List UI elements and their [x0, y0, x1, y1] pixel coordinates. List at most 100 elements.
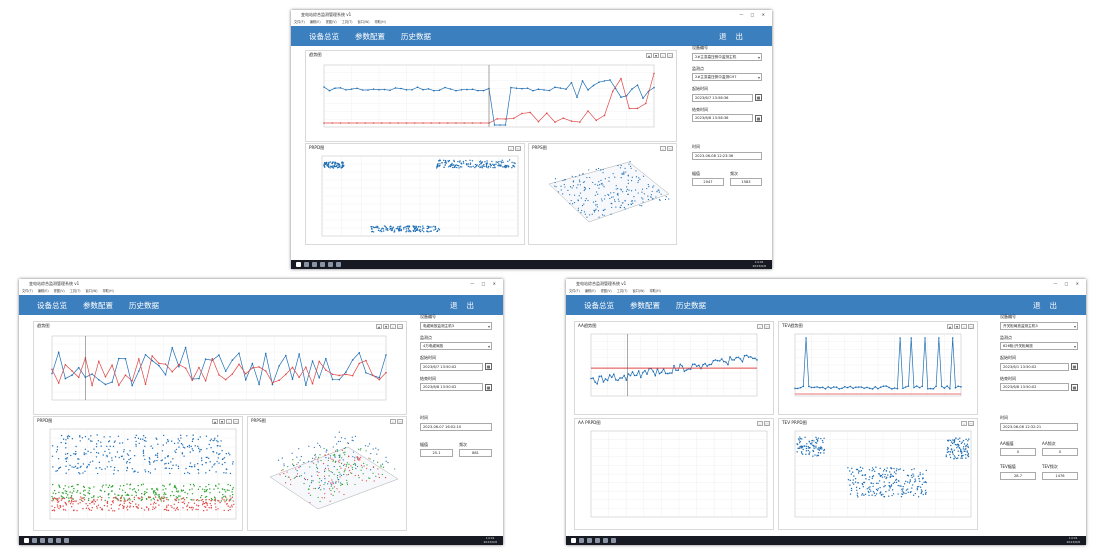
tab-config[interactable]: 参数配置	[355, 31, 385, 41]
search-icon[interactable]	[32, 538, 37, 543]
calendar-icon[interactable]: ▦	[1071, 363, 1078, 370]
exit-button[interactable]: 退出	[450, 300, 483, 310]
legend-amp-toggle[interactable]: ▲	[646, 53, 652, 58]
calendar-icon[interactable]: ▦	[485, 383, 492, 391]
zoom-icon[interactable]: ⌕	[961, 421, 967, 426]
prpd-point	[166, 509, 168, 512]
device-select[interactable]: 2#主变高压侧中监测主机	[692, 52, 762, 61]
end-time-field[interactable]: 2023/6/8 13:58:36	[692, 114, 753, 122]
start-time-field[interactable]: 2023/6/7 13:50:02	[420, 362, 483, 371]
app-icon[interactable]	[336, 262, 341, 267]
menu-tools[interactable]: 工具(T)	[69, 289, 81, 293]
zoom-icon[interactable]: ⌕	[390, 324, 396, 329]
menu-tools[interactable]: 工具(T)	[341, 20, 353, 24]
task-view-icon[interactable]	[312, 262, 317, 267]
zoom-icon[interactable]: ⌕	[660, 53, 666, 58]
window-controls[interactable]: — □ ✕	[739, 12, 768, 17]
legend-toggle[interactable]: ▲	[212, 419, 218, 424]
legend-freq-toggle[interactable]: ▼	[954, 324, 960, 329]
menu-file[interactable]: 文件(F)	[569, 289, 580, 293]
menu-view[interactable]: 视图(V)	[600, 289, 612, 293]
save-icon[interactable]: □	[968, 421, 974, 426]
window-controls[interactable]: — □ ✕	[470, 281, 499, 286]
windows-icon[interactable]	[24, 538, 29, 543]
legend-amp-toggle[interactable]: ▲	[947, 324, 953, 329]
legend-freq-toggle[interactable]: ▼	[383, 324, 389, 329]
tab-config[interactable]: 参数配置	[630, 300, 660, 310]
point-select[interactable]: 626柜(开关柜局放	[1000, 342, 1078, 350]
save-icon[interactable]: □	[233, 419, 239, 424]
tab-config[interactable]: 参数配置	[83, 300, 113, 310]
app-icon[interactable]	[328, 262, 333, 267]
start-time-field[interactable]: 2023/6/7 13:58:36	[692, 93, 753, 102]
tab-overview[interactable]: 设备总览	[37, 300, 67, 310]
prps-point	[639, 178, 641, 180]
app-icon[interactable]	[56, 538, 61, 543]
task-view-icon[interactable]	[40, 538, 45, 543]
menu-help[interactable]: 帮助(H)	[649, 289, 661, 293]
task-view-icon[interactable]	[587, 538, 592, 543]
save-icon[interactable]: □	[397, 324, 403, 329]
explorer-icon[interactable]	[48, 538, 53, 543]
legend-toggle[interactable]: ▼	[219, 419, 225, 424]
exit-button[interactable]: 退出	[1033, 300, 1066, 310]
tab-history[interactable]: 历史数据	[129, 300, 159, 310]
app-icon[interactable]	[611, 538, 616, 543]
window-controls[interactable]: — □ ✕	[1053, 281, 1082, 286]
search-icon[interactable]	[304, 262, 309, 267]
windows-icon[interactable]	[571, 538, 576, 543]
zoom-icon[interactable]: ⌕	[961, 324, 967, 329]
menu-help[interactable]: 帮助(H)	[102, 289, 114, 293]
exit-button[interactable]: 退出	[719, 31, 752, 41]
menu-window[interactable]: 窗口(W)	[85, 289, 98, 293]
tab-overview[interactable]: 设备总览	[584, 300, 614, 310]
calendar-icon[interactable]: ▦	[485, 363, 492, 370]
save-icon[interactable]: □	[764, 324, 770, 329]
calendar-icon[interactable]: ▦	[1071, 383, 1078, 391]
menu-edit[interactable]: 编辑(E)	[309, 20, 321, 24]
device-select[interactable]: 开关柜局放监测主机3	[1000, 321, 1078, 330]
save-icon[interactable]: □	[764, 421, 770, 426]
start-time-field[interactable]: 2023/6/1 13:50:02	[1000, 362, 1069, 371]
tab-history[interactable]: 历史数据	[401, 31, 431, 41]
save-icon[interactable]: □	[515, 146, 521, 151]
tab-history[interactable]: 历史数据	[676, 300, 706, 310]
end-time-field[interactable]: 2023/6/8 13:50:02	[420, 383, 483, 391]
menu-help[interactable]: 帮助(H)	[374, 20, 386, 24]
windows-icon[interactable]	[296, 262, 301, 267]
menu-view[interactable]: 视图(V)	[325, 20, 337, 24]
legend-amp-toggle[interactable]: ▲	[376, 324, 382, 329]
zoom-icon[interactable]: ⌕	[660, 146, 666, 151]
save-icon[interactable]: □	[667, 53, 673, 58]
app-icon[interactable]	[603, 538, 608, 543]
menu-edit[interactable]: 编辑(E)	[584, 289, 596, 293]
menu-window[interactable]: 窗口(W)	[632, 289, 645, 293]
zoom-icon[interactable]: ⌕	[390, 419, 396, 424]
calendar-icon[interactable]: ▦	[755, 114, 762, 122]
zoom-icon[interactable]: ⌕	[226, 419, 232, 424]
prps-point	[370, 469, 372, 471]
search-icon[interactable]	[579, 538, 584, 543]
point-select[interactable]: 2#主变高压侧中监测CH7	[692, 73, 762, 81]
zoom-icon[interactable]: ⌕	[757, 324, 763, 329]
app-icon[interactable]	[64, 538, 69, 543]
zoom-icon[interactable]: ⌕	[508, 146, 514, 151]
menu-tools[interactable]: 工具(T)	[616, 289, 628, 293]
save-icon[interactable]: □	[968, 324, 974, 329]
point-select[interactable]: 4万电缆局放	[420, 342, 492, 350]
menu-window[interactable]: 窗口(W)	[357, 20, 370, 24]
save-icon[interactable]: □	[667, 146, 673, 151]
tab-overview[interactable]: 设备总览	[309, 31, 339, 41]
menu-view[interactable]: 视图(V)	[53, 289, 65, 293]
legend-freq-toggle[interactable]: ▼	[653, 53, 659, 58]
zoom-icon[interactable]: ⌕	[757, 421, 763, 426]
end-time-field[interactable]: 2023/6/8 13:50:02	[1000, 383, 1069, 391]
calendar-icon[interactable]: ▦	[755, 94, 762, 101]
explorer-icon[interactable]	[595, 538, 600, 543]
menu-file[interactable]: 文件(F)	[294, 20, 305, 24]
menu-file[interactable]: 文件(F)	[22, 289, 33, 293]
menu-edit[interactable]: 编辑(E)	[37, 289, 49, 293]
device-select[interactable]: 电缆局放监测主机3	[420, 321, 492, 330]
explorer-icon[interactable]	[320, 262, 325, 267]
save-icon[interactable]: □	[397, 419, 403, 424]
